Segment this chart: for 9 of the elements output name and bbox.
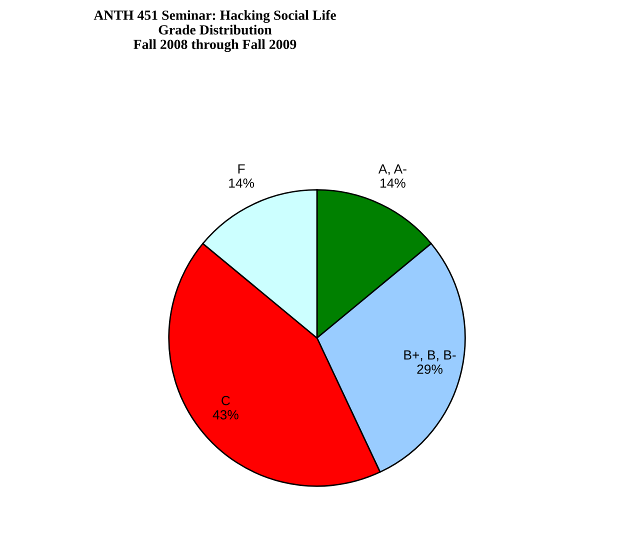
data-label: 14% (229, 178, 254, 188)
slice-label: F (238, 164, 245, 174)
data-label: 29% (417, 364, 443, 374)
chart-title: ANTH 451 Seminar: Hacking Social Life Grade Distribution Fall 2008 through Fall 2009 (94, 10, 336, 52)
data-label: 43% (212, 410, 238, 420)
slice-label: C (222, 396, 230, 406)
slice-label: A, A- (378, 164, 406, 176)
slice-label: B+, B, B- (404, 350, 456, 362)
data-label: 14% (380, 178, 406, 188)
